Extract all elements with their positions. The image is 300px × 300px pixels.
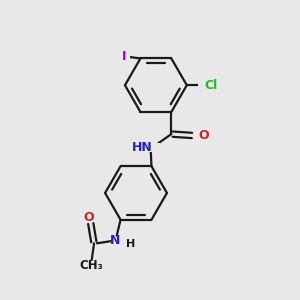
Bar <box>112 237 119 245</box>
Bar <box>85 213 93 221</box>
Text: Cl: Cl <box>205 79 218 92</box>
Bar <box>194 131 202 140</box>
Bar <box>198 81 211 89</box>
Text: I: I <box>122 50 126 64</box>
Text: H: H <box>126 239 136 250</box>
Bar <box>145 143 160 152</box>
Bar <box>123 53 130 61</box>
Bar <box>83 261 99 270</box>
Text: N: N <box>110 234 120 248</box>
Text: CH₃: CH₃ <box>79 259 103 272</box>
Text: O: O <box>84 211 94 224</box>
Bar <box>123 241 130 248</box>
Text: HN: HN <box>131 141 152 154</box>
Text: O: O <box>198 129 209 142</box>
